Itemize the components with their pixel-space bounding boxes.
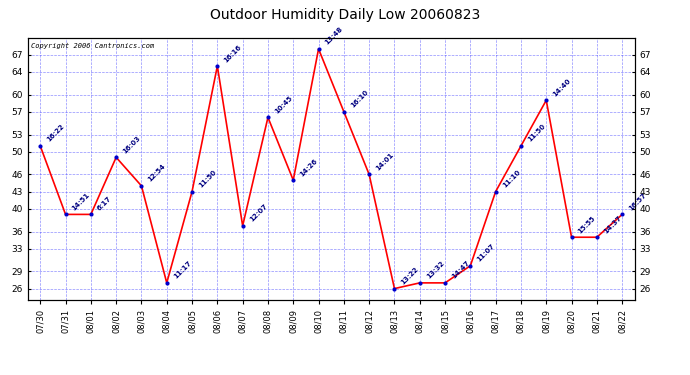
Text: 11:07: 11:07 xyxy=(476,243,496,263)
Text: 16:22: 16:22 xyxy=(46,123,66,143)
Text: 11:50: 11:50 xyxy=(197,169,217,189)
Text: Copyright 2006 Cantronics.com: Copyright 2006 Cantronics.com xyxy=(30,43,154,49)
Text: 11:50: 11:50 xyxy=(526,123,546,143)
Text: 11:10: 11:10 xyxy=(501,169,521,189)
Text: 12:54: 12:54 xyxy=(147,163,167,183)
Text: 12:07: 12:07 xyxy=(248,203,268,223)
Text: 11:17: 11:17 xyxy=(172,260,193,280)
Text: 14:01: 14:01 xyxy=(375,152,395,172)
Text: 16:10: 16:10 xyxy=(349,89,369,109)
Text: 14:37: 14:37 xyxy=(602,214,622,234)
Text: 16:16: 16:16 xyxy=(223,44,243,63)
Text: 13:48: 13:48 xyxy=(324,26,344,46)
Text: 16:57: 16:57 xyxy=(628,192,647,211)
Text: 13:22: 13:22 xyxy=(400,266,420,286)
Text: 10:45: 10:45 xyxy=(273,94,293,115)
Text: Outdoor Humidity Daily Low 20060823: Outdoor Humidity Daily Low 20060823 xyxy=(210,8,480,21)
Text: 13:32: 13:32 xyxy=(425,260,445,280)
Text: 14:51: 14:51 xyxy=(71,192,91,211)
Text: 14:26: 14:26 xyxy=(299,158,319,177)
Text: 16:03: 16:03 xyxy=(121,135,141,154)
Text: 15:55: 15:55 xyxy=(577,215,597,234)
Text: 14:47: 14:47 xyxy=(451,260,471,280)
Text: 6:17: 6:17 xyxy=(97,195,113,211)
Text: 14:40: 14:40 xyxy=(552,77,572,98)
